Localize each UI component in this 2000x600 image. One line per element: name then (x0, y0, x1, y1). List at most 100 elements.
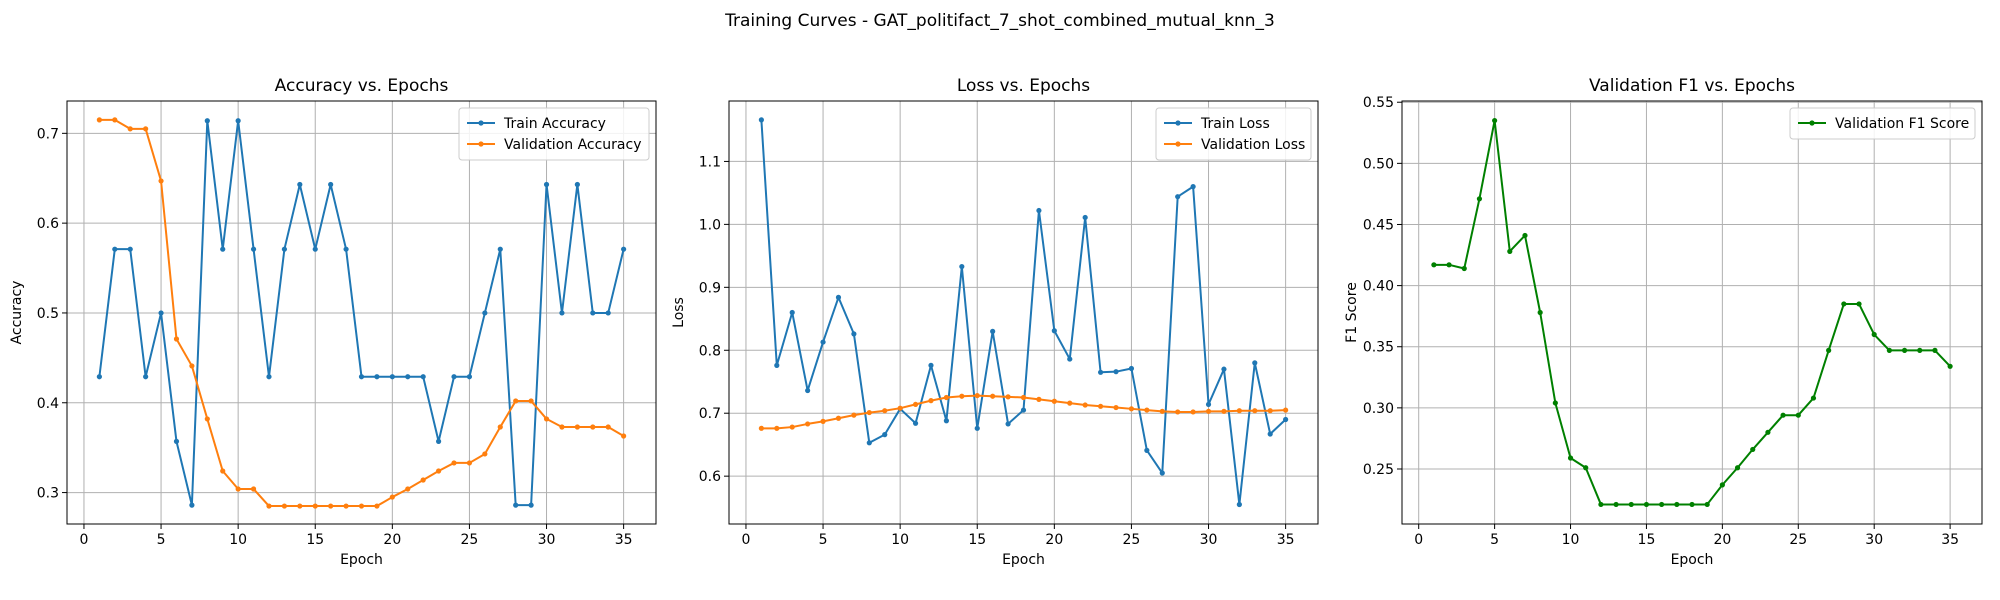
data-point (482, 310, 488, 316)
data-point (143, 126, 149, 132)
data-point (1267, 431, 1273, 437)
data-point (451, 460, 457, 466)
data-point (405, 486, 411, 492)
data-point (1252, 408, 1258, 414)
y-tick-label: 0.40 (1363, 279, 1394, 295)
y-tick-label: 0.50 (1363, 156, 1394, 172)
data-point (928, 398, 934, 404)
y-tick-label: 0.9 (699, 280, 721, 296)
chart-panel-1: 0 5 10 15 20 25 30 35 0.3 0.4 0.5 0.6 0.7 Accuracy vs… (9, 76, 657, 568)
chart-title: Validation F1 vs. Epochs (1589, 76, 1795, 96)
data-point (389, 374, 395, 380)
y-tick-label: 0.5 (37, 306, 59, 322)
data-point (1583, 465, 1589, 471)
data-point (513, 398, 519, 404)
y-axis-label: Accuracy (9, 281, 25, 345)
data-point (1128, 365, 1135, 372)
data-point (1719, 482, 1725, 488)
data-point (1267, 408, 1273, 414)
data-point (143, 374, 149, 380)
data-point (774, 425, 780, 431)
data-point (297, 181, 303, 188)
data-point (1097, 403, 1104, 409)
y-tick-label: 0.7 (37, 126, 59, 142)
y-tick-label: 0.6 (37, 216, 59, 232)
legend-label: Validation Loss (1201, 137, 1305, 153)
data-point (358, 503, 365, 509)
data-point (543, 181, 550, 188)
data-point (621, 246, 627, 252)
data-point (281, 246, 288, 252)
axes-frame (728, 100, 1319, 525)
data-point (835, 415, 842, 421)
data-point (1552, 400, 1558, 406)
data-point (1020, 394, 1027, 401)
data-point (866, 409, 872, 416)
data-point (990, 328, 996, 334)
data-point (1643, 501, 1650, 508)
data-point (1236, 408, 1242, 414)
data-point (574, 424, 580, 430)
data-point (220, 246, 226, 252)
data-point (1810, 395, 1817, 401)
legend-label: Train Loss (1200, 116, 1270, 132)
data-point (1205, 401, 1212, 408)
data-point (235, 486, 241, 492)
x-tick-label: 20 (383, 532, 401, 548)
data-point (1522, 232, 1528, 239)
data-point (1917, 347, 1923, 353)
data-point (943, 418, 950, 424)
data-point (204, 416, 210, 422)
data-point (851, 331, 857, 337)
y-tick-label: 0.35 (1363, 340, 1394, 356)
data-point (882, 432, 888, 438)
y-tick-label: 0.3 (37, 486, 59, 502)
data-point (1461, 265, 1467, 272)
data-point (1871, 331, 1877, 338)
data-point (1492, 117, 1498, 124)
data-point (528, 398, 534, 404)
legend-box (458, 107, 650, 161)
legend-swatch-marker (1809, 120, 1815, 126)
legend: Validation F1 Score (1789, 107, 1976, 140)
data-point (420, 374, 426, 380)
data-point (297, 503, 303, 509)
data-point (1446, 262, 1452, 268)
data-point (1826, 347, 1832, 353)
data-point (912, 420, 919, 426)
legend-label: Train Accuracy (503, 116, 606, 132)
x-tick-label: 15 (1638, 532, 1656, 548)
data-point (281, 503, 288, 509)
data-point (1734, 465, 1741, 471)
data-point (1598, 501, 1604, 508)
x-tick-label: 15 (968, 532, 986, 548)
data-point (250, 246, 257, 252)
legend-label: Validation Accuracy (504, 137, 642, 153)
data-point (758, 425, 764, 431)
data-point (497, 424, 503, 430)
data-point (1190, 184, 1196, 190)
data-point (1932, 347, 1938, 353)
data-point (189, 502, 195, 508)
x-tick-label: 0 (79, 532, 88, 548)
data-point (1113, 404, 1119, 411)
figure-suptitle: Training Curves - GAT_politifact_7_shot_… (724, 11, 1275, 31)
data-point (1674, 501, 1680, 508)
data-point (1765, 429, 1771, 435)
data-point (1704, 501, 1710, 508)
data-point (343, 503, 349, 509)
data-point (173, 438, 180, 444)
x-tick-label: 30 (1200, 532, 1218, 548)
data-point (1051, 398, 1057, 404)
data-point (851, 412, 857, 418)
data-point (1190, 409, 1196, 415)
data-point (96, 374, 102, 380)
data-point (389, 494, 395, 500)
y-tick-label: 0.30 (1363, 401, 1394, 417)
x-tick-label: 25 (461, 532, 479, 548)
data-point (1097, 369, 1104, 375)
x-tick-label: 35 (1941, 532, 1959, 548)
legend-label: Validation F1 Score (1835, 116, 1969, 132)
data-point (250, 486, 257, 492)
data-point (328, 503, 334, 509)
